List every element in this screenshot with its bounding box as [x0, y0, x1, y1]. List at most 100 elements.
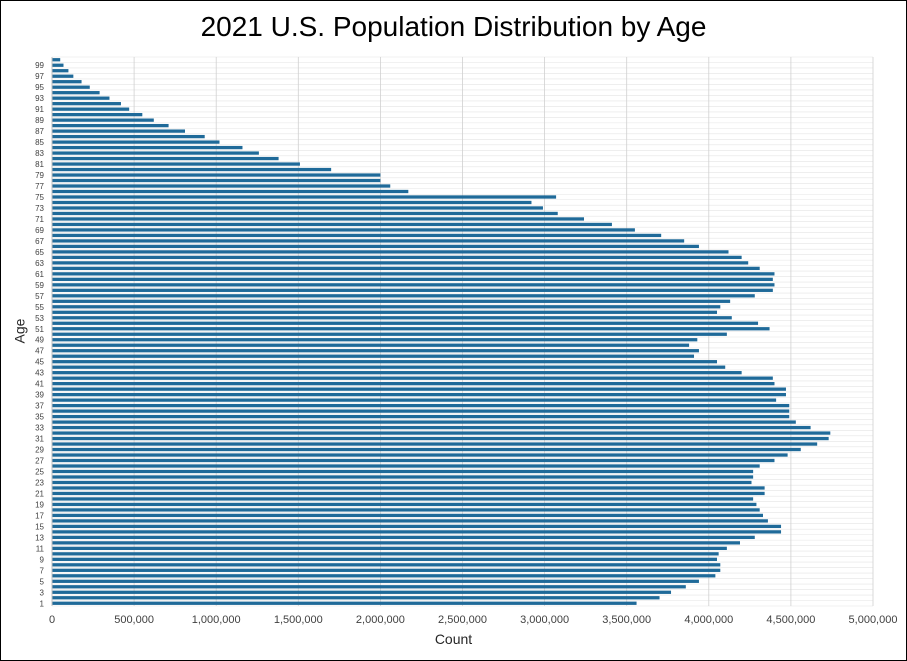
bar-age-84 [52, 145, 243, 150]
x-tick-label: 1,500,000 [274, 614, 323, 626]
bar-age-43 [52, 371, 742, 375]
bar-age-20 [52, 497, 754, 501]
y-tick-label: 13 [35, 533, 44, 542]
y-tick-label: 35 [35, 413, 44, 422]
y-tick-label: 67 [35, 237, 44, 246]
bar-age-88 [52, 123, 169, 128]
x-tick-label: 2,500,000 [438, 614, 487, 626]
bar-age-87 [52, 129, 186, 133]
bar-age-77 [52, 184, 391, 188]
bar-age-1 [52, 601, 637, 605]
x-axis-title: Count [434, 631, 473, 647]
y-tick-label: 73 [35, 204, 44, 213]
bar-age-13 [52, 535, 755, 540]
bar-age-34 [52, 420, 796, 424]
bar-age-16 [52, 519, 768, 523]
y-tick-label: 15 [35, 522, 44, 531]
bar-age-100 [52, 58, 61, 62]
bar-age-95 [52, 85, 90, 89]
y-tick-label: 25 [35, 467, 44, 476]
y-tick-label: 57 [35, 292, 44, 301]
bar-age-67 [52, 239, 685, 243]
y-tick-label: 99 [35, 61, 44, 70]
bar-age-66 [52, 244, 699, 249]
bar-age-62 [52, 266, 760, 271]
bar-age-41 [52, 382, 775, 386]
y-tick-label: 91 [35, 105, 44, 114]
bar-age-40 [52, 387, 786, 391]
x-tick-label: 1,000,000 [192, 614, 241, 626]
y-tick-label: 63 [35, 259, 44, 268]
y-tick-label: 1 [40, 599, 45, 608]
y-tick-label: 9 [40, 555, 45, 564]
y-tick-label: 87 [35, 127, 44, 136]
y-tick-label: 29 [35, 446, 44, 455]
y-tick-label: 49 [35, 336, 44, 345]
y-tick-label: 97 [35, 72, 44, 81]
bar-age-51 [52, 327, 770, 331]
y-tick-label: 23 [35, 478, 44, 487]
y-tick-label: 21 [35, 489, 44, 498]
y-tick-label: 75 [35, 193, 44, 202]
bar-age-19 [52, 502, 757, 507]
y-tick-label: 43 [35, 369, 44, 378]
bar-age-2 [52, 596, 660, 600]
bar-age-75 [52, 195, 557, 199]
bar-age-68 [52, 233, 662, 238]
bar-age-3 [52, 590, 672, 594]
bar-age-65 [52, 250, 729, 254]
y-tick-label: 11 [36, 544, 45, 553]
y-tick-label: 85 [35, 138, 44, 147]
bar-age-64 [52, 255, 742, 260]
x-tick-label: 5,000,000 [849, 614, 898, 626]
y-tick-label: 19 [35, 500, 44, 509]
bar-age-58 [52, 288, 773, 292]
bar-age-73 [52, 206, 543, 210]
x-tick-label: 3,000,000 [520, 614, 569, 626]
y-tick-label: 5 [40, 577, 45, 586]
y-tick-label: 27 [35, 457, 44, 466]
bar-age-29 [52, 447, 801, 452]
bar-age-14 [52, 530, 782, 534]
bar-age-71 [52, 217, 585, 221]
bar-age-97 [52, 74, 74, 78]
y-tick-label: 7 [40, 566, 45, 575]
bar-age-89 [52, 118, 154, 122]
bar-age-37 [52, 403, 790, 408]
x-tick-label: 0 [49, 614, 55, 626]
y-tick-label: 81 [35, 160, 44, 169]
y-tick-label: 55 [35, 303, 44, 312]
bar-age-26 [52, 464, 760, 468]
bar-age-7 [52, 568, 721, 572]
bar-age-76 [52, 189, 409, 194]
bar-age-31 [52, 436, 829, 441]
bar-age-12 [52, 541, 740, 545]
bar-age-9 [52, 557, 718, 561]
bar-age-90 [52, 112, 143, 117]
y-tick-label: 47 [35, 347, 44, 356]
bar-age-52 [52, 321, 759, 325]
y-tick-label: 53 [35, 314, 44, 323]
bar-age-63 [52, 261, 749, 265]
bar-age-25 [52, 469, 754, 474]
bar-age-94 [52, 91, 100, 95]
y-tick-label: 95 [35, 83, 44, 92]
y-tick-label: 31 [35, 435, 44, 444]
x-tick-label: 4,500,000 [766, 614, 815, 626]
bar-age-98 [52, 69, 69, 73]
bar-age-49 [52, 338, 698, 342]
y-tick-label: 39 [35, 391, 44, 400]
y-tick-label: 69 [35, 226, 44, 235]
x-tick-label: 3,500,000 [602, 614, 651, 626]
y-tick-label: 45 [35, 358, 44, 367]
bar-age-24 [52, 475, 754, 479]
bar-age-28 [52, 453, 788, 457]
y-tick-label: 65 [35, 248, 44, 257]
bar-age-18 [52, 508, 760, 512]
y-tick-label: 61 [35, 270, 44, 279]
bar-age-81 [52, 162, 300, 166]
bar-age-35 [52, 414, 790, 419]
bar-age-27 [52, 458, 775, 463]
bar-age-22 [52, 486, 765, 490]
